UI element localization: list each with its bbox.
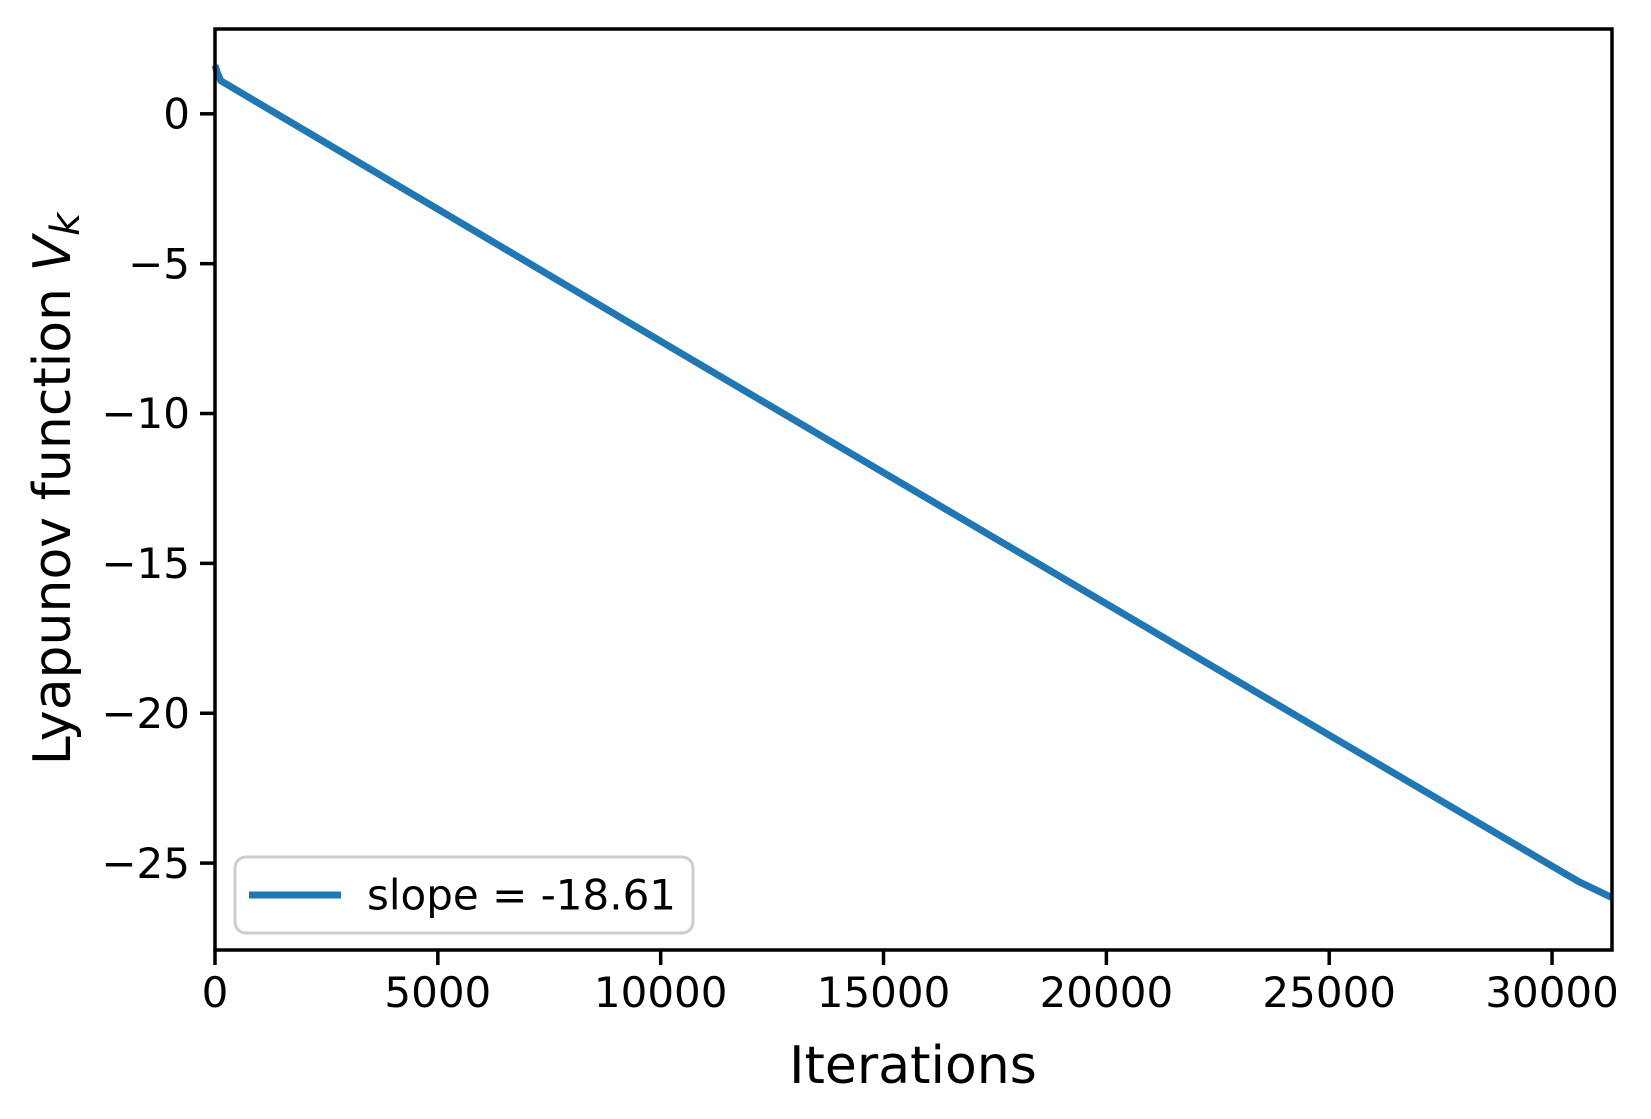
y-tick-label: −5 <box>128 239 190 288</box>
x-tick-label: 20000 <box>1040 968 1174 1017</box>
x-tick-label: 0 <box>202 968 229 1017</box>
y-axis-ticks: 0 −5 −10 −15 −20 −25 <box>101 90 215 888</box>
x-axis-ticks: 0 5000 10000 15000 20000 25000 30000 <box>202 950 1619 1017</box>
y-axis-label-text: Lyapunov function <box>23 271 83 765</box>
x-tick-label: 15000 <box>817 968 951 1017</box>
x-tick-label: 10000 <box>594 968 728 1017</box>
x-tick-label: 30000 <box>1485 968 1619 1017</box>
legend: slope = -18.61 <box>233 855 695 935</box>
axes-frame <box>213 27 1614 952</box>
y-axis-label: Lyapunov function Vk <box>23 211 89 765</box>
y-tick-label: −25 <box>101 839 190 888</box>
x-tick-label: 25000 <box>1262 968 1396 1017</box>
y-tick-label: 0 <box>163 90 190 139</box>
y-axis-label-variable: V <box>23 232 83 271</box>
y-tick-label: −10 <box>101 389 190 438</box>
y-tick-label: −15 <box>101 539 190 588</box>
legend-label: slope = -18.61 <box>367 871 676 920</box>
data-line-series <box>211 64 1614 901</box>
y-axis-label-subscript: k <box>43 211 89 236</box>
legend-box <box>233 855 695 935</box>
y-tick-label: −20 <box>101 689 190 738</box>
x-tick-label: 5000 <box>384 968 491 1017</box>
x-axis-label: Iterations <box>789 1036 1037 1096</box>
